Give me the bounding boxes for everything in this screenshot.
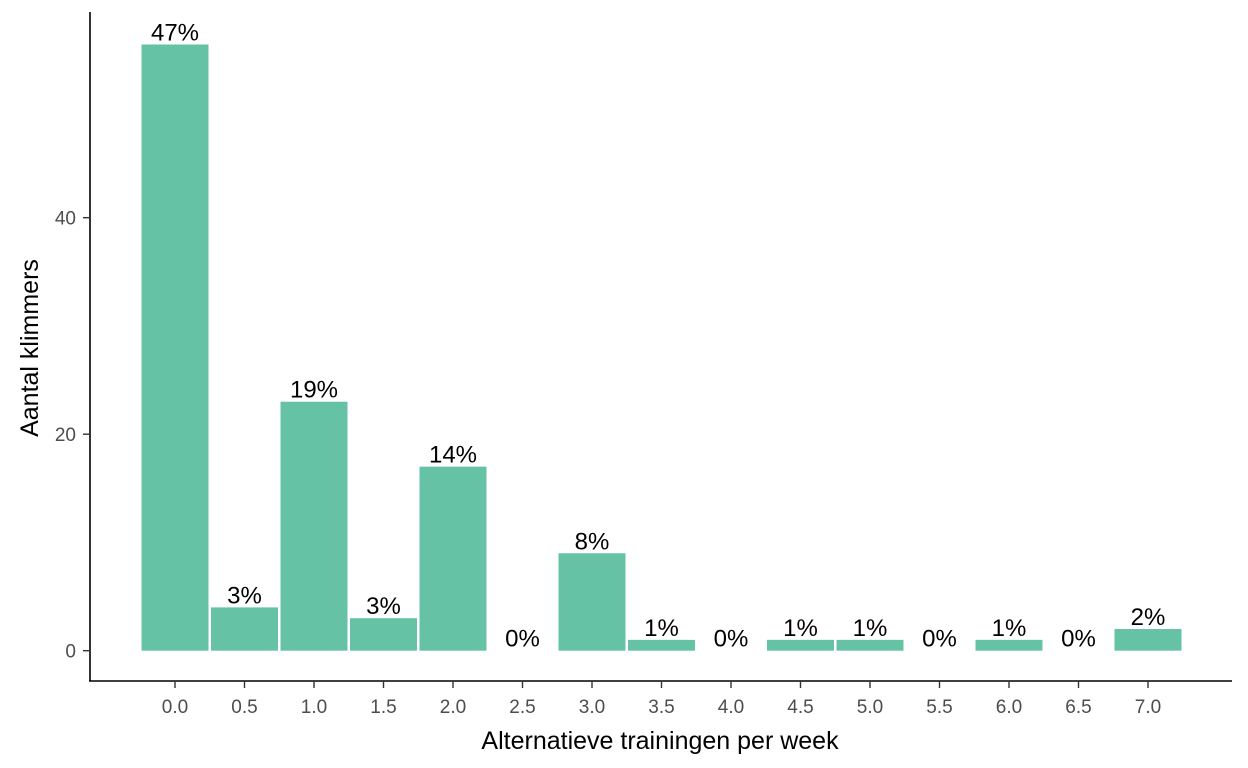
bar-2.0 bbox=[419, 466, 487, 651]
x-tick-label-1.5: 1.5 bbox=[370, 697, 396, 718]
x-tick-label-5.0: 5.0 bbox=[857, 697, 883, 718]
data-label-0.0: 47% bbox=[151, 19, 199, 46]
x-ticks-group: 0.0 0.5 1.0 1.5 2.0 2.5 3.0 3.5 4.0 4.5 5.0 5.5 6.0 6… bbox=[162, 681, 1161, 718]
y-axis-title: Aantal klimmers bbox=[16, 259, 44, 437]
data-labels-group: 47% 3% 19% 3% 14% 0% 8% 1% 0% 1% 1% 0% 1% 0% 2% bbox=[151, 19, 1165, 652]
data-label-6.5: 0% bbox=[1061, 626, 1096, 653]
x-tick-label-2.5: 2.5 bbox=[509, 697, 535, 718]
bar-1.5 bbox=[350, 618, 417, 651]
x-tick-label-3.5: 3.5 bbox=[648, 697, 674, 718]
y-tick-label-0: 0 bbox=[65, 642, 76, 663]
x-tick-label-3.0: 3.0 bbox=[579, 697, 605, 718]
data-label-1.0: 19% bbox=[290, 377, 338, 404]
data-label-1.5: 3% bbox=[366, 593, 401, 620]
x-tick-label-0.5: 0.5 bbox=[231, 697, 257, 718]
bar-4.5 bbox=[767, 639, 834, 651]
bar-0.0 bbox=[141, 44, 209, 651]
bar-0.5 bbox=[211, 607, 278, 651]
data-label-2.0: 14% bbox=[429, 442, 477, 469]
x-tick-label-2.0: 2.0 bbox=[440, 697, 466, 718]
data-label-3.5: 1% bbox=[644, 615, 679, 642]
data-label-4.5: 1% bbox=[783, 615, 818, 642]
y-tick-label-20: 20 bbox=[55, 425, 76, 446]
bar-7.0 bbox=[1114, 629, 1182, 651]
x-tick-label-5.5: 5.5 bbox=[926, 697, 952, 718]
data-label-6.0: 1% bbox=[992, 615, 1027, 642]
x-tick-label-4.0: 4.0 bbox=[718, 697, 744, 718]
x-tick-label-0.0: 0.0 bbox=[162, 697, 188, 718]
x-tick-label-6.0: 6.0 bbox=[996, 697, 1022, 718]
x-axis-title: Alternatieve trainingen per week bbox=[481, 727, 839, 755]
bar-3.5 bbox=[628, 639, 695, 651]
bar-3.0 bbox=[558, 553, 626, 651]
y-tick-label-40: 40 bbox=[55, 209, 76, 230]
bar-5.0 bbox=[836, 639, 904, 651]
data-label-5.0: 1% bbox=[853, 615, 888, 642]
y-ticks-group: 0 20 40 bbox=[55, 209, 90, 663]
x-tick-label-1.0: 1.0 bbox=[301, 697, 327, 718]
bar-6.0 bbox=[975, 639, 1043, 651]
data-label-7.0: 2% bbox=[1131, 604, 1166, 631]
x-tick-label-7.0: 7.0 bbox=[1135, 697, 1161, 718]
bar-1.0 bbox=[280, 401, 348, 651]
data-label-0.5: 3% bbox=[227, 582, 262, 609]
data-label-4.0: 0% bbox=[714, 626, 749, 653]
bars-group bbox=[141, 44, 1182, 651]
data-label-2.5: 0% bbox=[505, 626, 540, 653]
x-tick-label-6.5: 6.5 bbox=[1065, 697, 1091, 718]
x-tick-label-4.5: 4.5 bbox=[787, 697, 813, 718]
data-label-3.0: 8% bbox=[575, 528, 610, 555]
data-label-5.5: 0% bbox=[922, 626, 957, 653]
